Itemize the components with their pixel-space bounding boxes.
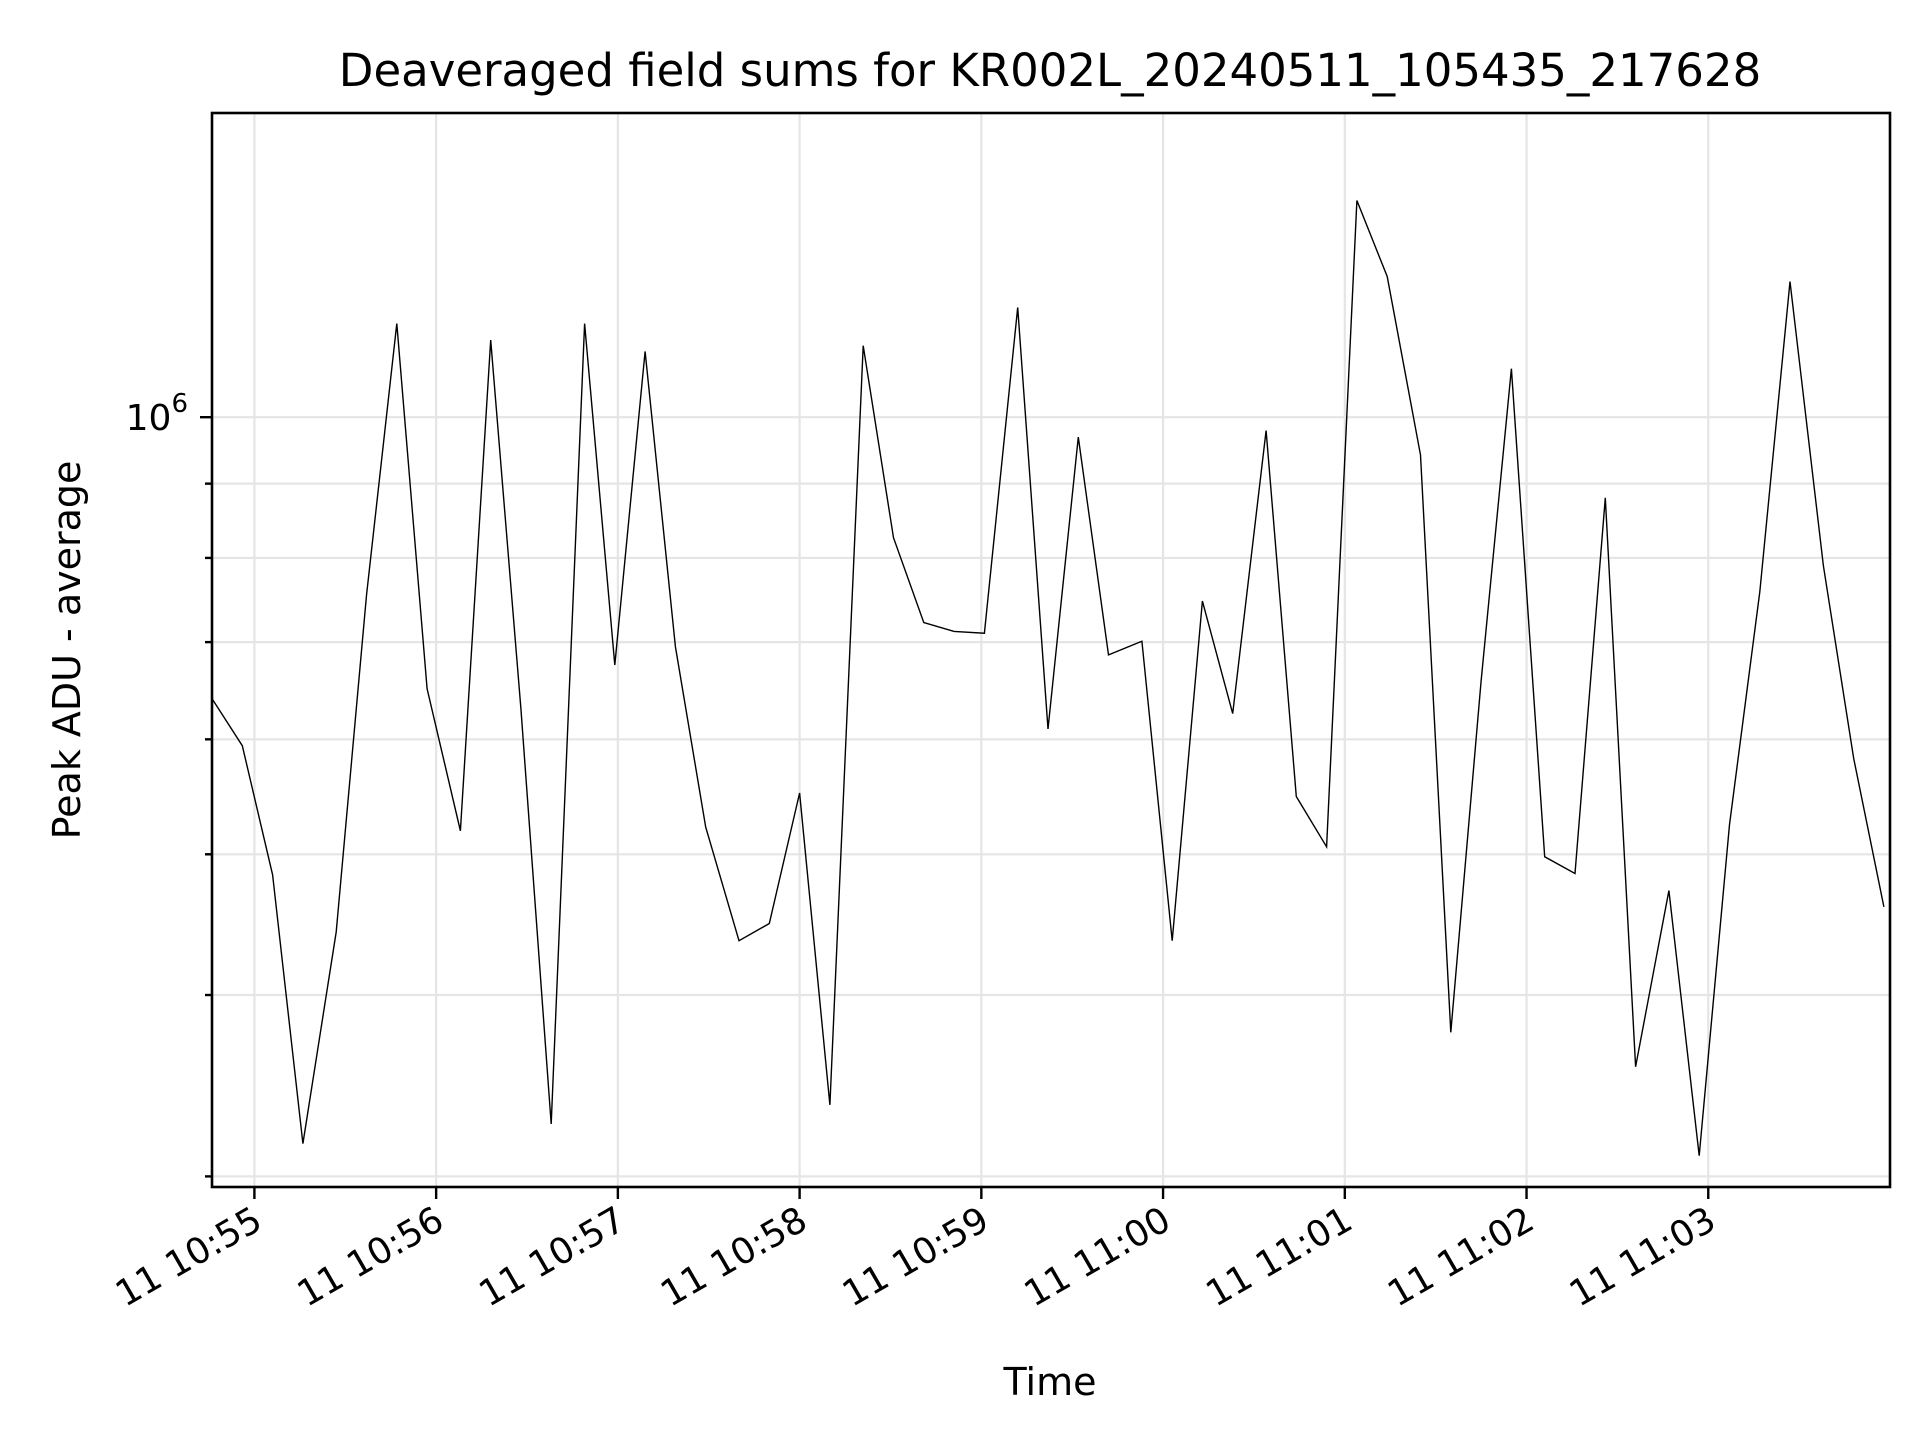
- y-axis-label: Peak ADU - average: [45, 461, 89, 840]
- x-axis-label: Time: [1003, 1360, 1097, 1404]
- y-tick-exponent: 6: [171, 389, 188, 419]
- chart-title: Deaveraged field sums for KR002L_2024051…: [339, 44, 1761, 97]
- series-line: [211, 200, 1885, 1156]
- gridlines: [212, 113, 1890, 1187]
- y-tick-label: 106: [126, 389, 188, 439]
- axis-ticks: [200, 416, 1710, 1199]
- plot-frame: [210, 111, 1892, 1189]
- y-tick-base: 10: [126, 398, 172, 439]
